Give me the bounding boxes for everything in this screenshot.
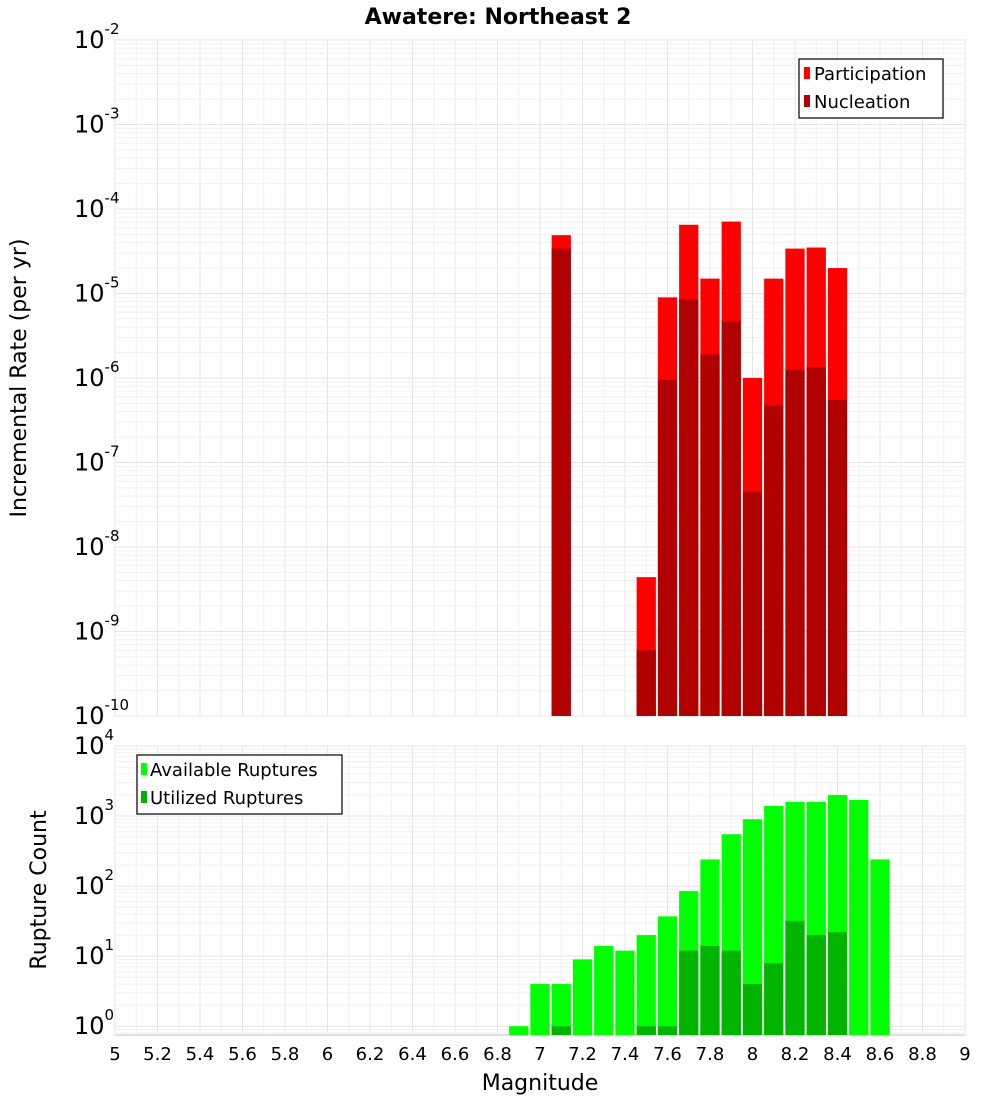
bar-available-ruptures-8.5 [849, 799, 869, 1035]
top-bars [551, 221, 848, 716]
x-tick-label: 5.4 [186, 1044, 215, 1065]
y-tick-label: 10-6 [74, 358, 120, 392]
bar-utilized-ruptures-7.8 [700, 945, 720, 1035]
bottom-legend-box [136, 754, 343, 815]
bar-utilized-ruptures-8.2 [785, 920, 805, 1035]
bottom-y-axis-label: Rupture Count [27, 810, 52, 970]
bar-available-ruptures-7.4 [615, 950, 635, 1035]
bar-nucleation-8.0 [742, 491, 763, 716]
top-y-axis-label: Incremental Rate (per yr) [7, 239, 32, 518]
chart-title: Awatere: Northeast 2 [365, 5, 632, 30]
x-tick-label: 6.4 [398, 1044, 427, 1065]
bottom-plot: 100 101 102 103 104 5 5.2 5.4 5.6 5.8 6 6.2 6.4 6.6 6… [27, 726, 971, 1096]
x-tick-label: 6.2 [356, 1044, 385, 1065]
bar-utilized-ruptures-8.1 [764, 962, 784, 1035]
x-tick-label: 7.4 [611, 1044, 640, 1065]
x-tick-label: 6 [322, 1044, 333, 1065]
y-tick-label: 10-10 [74, 696, 129, 730]
bar-nucleation-8.4 [827, 399, 848, 716]
bar-utilized-ruptures-7.6 [657, 1026, 678, 1035]
y-tick-label: 104 [74, 726, 114, 760]
bar-available-ruptures-7.2 [572, 959, 593, 1035]
x-tick-label: 6.6 [441, 1044, 470, 1065]
legend-swatch-nucleation [804, 95, 810, 107]
x-tick-label: 7.6 [653, 1044, 682, 1065]
x-tick-label: 5 [109, 1044, 120, 1065]
y-tick-label: 10-5 [74, 274, 120, 308]
y-tick-label: 101 [74, 936, 114, 970]
bar-nucleation-8.2 [785, 369, 805, 716]
y-tick-label: 10-8 [74, 527, 120, 561]
y-tick-label: 103 [74, 796, 114, 830]
x-tick-label: 7.8 [696, 1044, 725, 1065]
legend-label-utilized: Utilized Ruptures [150, 788, 303, 809]
x-tick-label: 8.6 [866, 1044, 895, 1065]
y-tick-label: 100 [74, 1006, 114, 1040]
bar-available-ruptures-7.3 [594, 945, 614, 1035]
legend-swatch-available [141, 763, 147, 775]
bar-available-ruptures-7.1 [551, 984, 571, 1035]
bar-utilized-ruptures-8.0 [742, 984, 763, 1035]
top-legend-box [798, 58, 944, 119]
x-tick-label: 5.2 [143, 1044, 172, 1065]
x-tick-label: 8 [747, 1044, 758, 1065]
bar-available-ruptures-8.0 [742, 819, 763, 1035]
bar-utilized-ruptures-8.3 [806, 935, 826, 1035]
bar-nucleation-7.8 [700, 354, 720, 716]
top-plot: 10-10 10-9 10-8 10-7 10-6 10-5 10-4 10-3 10-2 In… [7, 20, 966, 730]
bottom-y-tick-labels: 100 101 102 103 104 [74, 726, 114, 1040]
bar-nucleation-8.1 [764, 404, 784, 716]
top-y-tick-labels: 10-10 10-9 10-8 10-7 10-6 10-5 10-4 10-3 10-2 [74, 20, 129, 730]
x-tick-label: 8.4 [823, 1044, 852, 1065]
bar-nucleation-8.3 [806, 366, 826, 716]
bar-available-ruptures-7.0 [530, 984, 550, 1035]
x-tick-label: 5.6 [228, 1044, 257, 1065]
legend-label-participation: Participation [814, 64, 926, 85]
bar-nucleation-7.1 [551, 248, 571, 716]
x-tick-label: 8.8 [908, 1044, 937, 1065]
bar-nucleation-7.5 [636, 650, 656, 716]
legend-swatch-utilized [141, 791, 147, 803]
x-tick-label: 7.2 [568, 1044, 597, 1065]
bar-utilized-ruptures-7.1 [551, 1026, 571, 1035]
x-axis-label: Magnitude [482, 1071, 599, 1096]
bar-nucleation-7.9 [721, 321, 741, 716]
x-tick-label: 7 [534, 1044, 545, 1065]
bar-nucleation-7.7 [679, 299, 699, 716]
y-tick-label: 102 [74, 866, 114, 900]
y-tick-label: 10-3 [74, 105, 120, 139]
x-tick-label: 8.2 [781, 1044, 810, 1065]
bar-available-ruptures-7.5 [636, 935, 656, 1035]
x-tick-label: 5.8 [271, 1044, 300, 1065]
bar-available-ruptures-8.6 [870, 859, 890, 1035]
x-tick-label: 9 [959, 1044, 970, 1065]
legend-swatch-participation [804, 67, 810, 79]
x-tick-label: 6.8 [483, 1044, 512, 1065]
bottom-bars [509, 794, 890, 1035]
y-tick-label: 10-9 [74, 612, 120, 646]
bar-utilized-ruptures-7.9 [721, 950, 741, 1035]
bar-available-ruptures-6.9 [509, 1026, 529, 1035]
bar-available-ruptures-7.6 [657, 916, 678, 1035]
bar-utilized-ruptures-7.7 [679, 950, 699, 1035]
y-tick-label: 10-2 [74, 20, 120, 54]
x-tick-labels: 5 5.2 5.4 5.6 5.8 6 6.2 6.4 6.6 6.8 7 7.2 7.4 7.6 7.8 8… [109, 1044, 970, 1065]
legend-label-nucleation: Nucleation [814, 92, 910, 113]
bar-nucleation-7.6 [657, 379, 678, 716]
y-tick-label: 10-4 [74, 189, 120, 223]
legend-label-available: Available Ruptures [150, 760, 318, 781]
bar-utilized-ruptures-7.5 [636, 1026, 656, 1035]
bar-utilized-ruptures-8.4 [827, 932, 848, 1035]
bottom-legend: Available Ruptures Utilized Ruptures [136, 754, 343, 815]
top-legend: Participation Nucleation [798, 58, 944, 119]
y-tick-label: 10-7 [74, 443, 120, 477]
